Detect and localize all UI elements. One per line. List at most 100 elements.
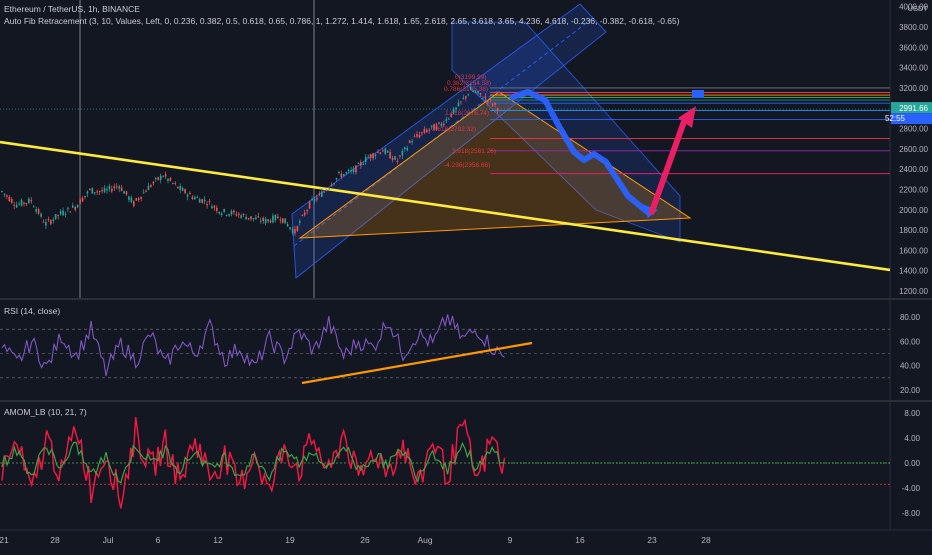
- candle-body: [218, 211, 221, 214]
- candle-body: [137, 198, 140, 201]
- candle-body: [299, 221, 301, 223]
- candle-body: [89, 188, 91, 190]
- candle-body: [184, 189, 186, 194]
- candle-body: [345, 172, 348, 174]
- price-tick-label: 4000.00: [899, 3, 928, 12]
- candle-body: [264, 218, 267, 224]
- candle-body: [91, 187, 94, 194]
- candle-body: [162, 176, 164, 178]
- candle-body: [93, 192, 96, 194]
- candle-body: [277, 216, 279, 219]
- candle-body: [230, 210, 233, 215]
- candle-body: [8, 196, 11, 202]
- candle-body: [57, 214, 59, 216]
- rsi-legend[interactable]: RSI (14, close): [4, 306, 61, 316]
- candle-body: [455, 107, 457, 110]
- candle-body: [357, 163, 360, 165]
- candle-body: [294, 228, 296, 234]
- candle-body: [157, 177, 160, 180]
- candle-body: [35, 209, 37, 212]
- candle-body: [350, 170, 352, 172]
- candle-body: [69, 211, 72, 213]
- candle-body: [320, 191, 323, 197]
- candle-body: [74, 206, 77, 210]
- candle-body: [176, 186, 179, 189]
- candle-body: [203, 199, 206, 202]
- candle-body: [71, 205, 74, 208]
- rsi-tick-label: 60.00: [900, 337, 921, 346]
- candle-body: [111, 188, 113, 192]
- candle-body: [169, 178, 172, 181]
- price-tick-label: 3200.00: [899, 84, 928, 93]
- price-tick-label: 3800.00: [899, 23, 928, 32]
- candle-body: [172, 182, 174, 184]
- candle-body: [135, 198, 138, 201]
- candle-body: [272, 215, 274, 223]
- candle-body: [364, 156, 367, 163]
- time-axis-label: 26: [360, 535, 370, 545]
- candle-body: [335, 177, 338, 180]
- currency-label: USDT: [908, 4, 929, 13]
- candle-body: [240, 215, 243, 218]
- candle-body: [391, 157, 394, 161]
- candle-body: [106, 189, 108, 191]
- symbol-legend[interactable]: Ethereum / TetherUS, 1h, BINANCE: [4, 4, 140, 14]
- forecast-up-arrow: [648, 114, 689, 216]
- candle-body: [179, 185, 182, 190]
- candle-body: [462, 98, 465, 100]
- amom-legend[interactable]: AMOM_LB (10, 21, 7): [4, 407, 87, 417]
- candle-body: [167, 178, 169, 181]
- candle-body: [115, 186, 118, 188]
- rsi-line: [1, 314, 505, 377]
- price-tick-label: 2800.00: [899, 125, 928, 134]
- rsi-trendline: [301, 341, 533, 385]
- candle-body: [399, 155, 401, 157]
- candle-body: [267, 219, 269, 222]
- candle-body: [201, 199, 203, 203]
- candle-body: [220, 213, 223, 215]
- forecast-up-arrowhead: [678, 106, 696, 128]
- candle-body: [213, 205, 216, 208]
- candle-body: [401, 150, 404, 156]
- candle-body: [228, 214, 230, 216]
- candle-body: [384, 148, 387, 154]
- price-tick-label: 3600.00: [899, 43, 928, 52]
- candle-body: [479, 93, 482, 95]
- candle-body: [120, 187, 123, 191]
- candle-body: [491, 103, 494, 106]
- candle-body: [457, 102, 460, 107]
- candle-body: [465, 96, 467, 99]
- candle-body: [274, 215, 277, 221]
- candle-body: [194, 197, 196, 200]
- candle-body: [6, 195, 8, 197]
- time-axis-label: 16: [575, 535, 585, 545]
- candle-body: [255, 217, 257, 220]
- candle-body: [196, 197, 199, 199]
- candle-body: [1, 191, 3, 193]
- candle-body: [142, 192, 145, 194]
- candle-body: [86, 191, 89, 194]
- candle-body: [64, 213, 67, 215]
- candle-body: [452, 108, 455, 114]
- candle-body: [23, 202, 25, 204]
- time-axis-label: Jul: [103, 535, 114, 545]
- candle-body: [216, 207, 218, 211]
- candle-body: [416, 134, 418, 137]
- candle-body: [413, 136, 416, 138]
- candle-body: [408, 140, 411, 143]
- candle-body: [379, 152, 382, 154]
- candle-body: [367, 156, 369, 158]
- candle-body: [347, 169, 350, 172]
- candle-body: [469, 87, 472, 90]
- candle-body: [352, 168, 355, 172]
- candle-body: [211, 206, 213, 209]
- fib-legend[interactable]: Auto Fib Retracement (3, 10, Values, Lef…: [4, 16, 680, 26]
- price-tick-label: 1800.00: [899, 226, 928, 235]
- candle-body: [45, 222, 47, 226]
- candle-body: [133, 201, 135, 206]
- candle-body: [223, 208, 225, 212]
- forecast-down-path: [509, 89, 652, 217]
- candle-body: [489, 99, 492, 101]
